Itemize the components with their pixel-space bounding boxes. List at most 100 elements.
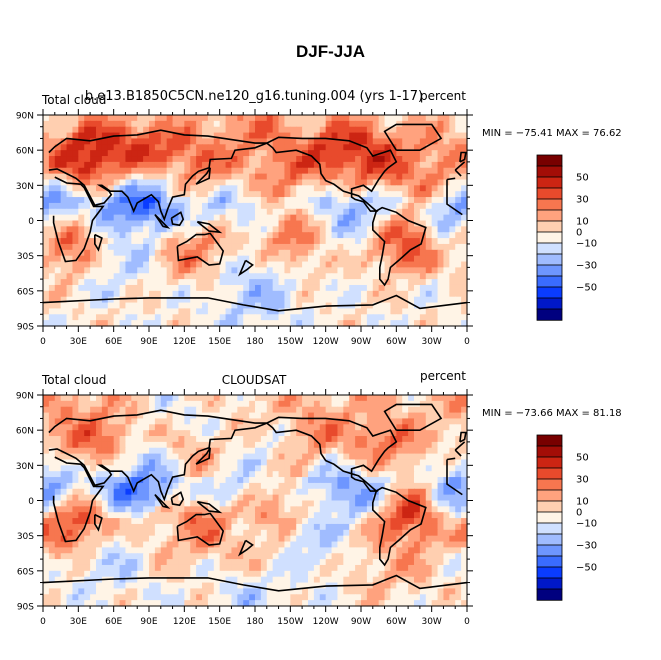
heatmap-cell xyxy=(243,518,250,525)
heatmap-cell xyxy=(143,132,150,140)
heatmap-cell xyxy=(319,120,327,128)
heatmap-cell xyxy=(325,120,333,128)
heatmap-cell xyxy=(384,261,392,268)
heatmap-cell xyxy=(149,529,156,537)
heatmap-cell xyxy=(437,477,445,484)
heatmap-cell xyxy=(419,482,427,490)
heatmap-cell xyxy=(313,167,321,175)
heatmap-cell xyxy=(414,506,421,513)
heatmap-cell xyxy=(143,529,150,537)
heatmap-cell xyxy=(331,564,339,572)
heatmap-cell xyxy=(113,465,121,472)
heatmap-cell xyxy=(213,314,221,321)
heatmap-cell xyxy=(378,453,386,461)
heatmap-cell xyxy=(390,255,397,263)
heatmap-cell xyxy=(96,506,103,513)
heatmap-cell xyxy=(184,138,191,145)
heatmap-cell xyxy=(419,273,427,280)
heatmap-cell xyxy=(225,197,233,204)
heatmap-cell xyxy=(219,477,227,484)
heatmap-cell xyxy=(378,202,386,210)
heatmap-cell xyxy=(384,220,392,227)
heatmap-cell xyxy=(319,161,327,169)
heatmap-cell xyxy=(243,559,250,566)
heatmap-cell xyxy=(119,320,127,327)
heatmap-cell xyxy=(284,518,291,525)
heatmap-cell xyxy=(172,138,180,145)
heatmap-cell xyxy=(137,208,144,216)
heatmap-cell xyxy=(219,453,227,461)
heatmap-cell xyxy=(337,430,344,437)
heatmap-cell xyxy=(378,232,386,239)
heatmap-cell xyxy=(196,541,203,548)
heatmap-cell xyxy=(154,441,162,449)
heatmap-cell xyxy=(225,132,233,140)
heatmap-cell xyxy=(196,173,203,181)
heatmap-cell xyxy=(54,535,62,543)
heatmap-cell xyxy=(225,249,233,257)
heatmap-cell xyxy=(260,238,268,245)
heatmap-cell xyxy=(378,220,386,227)
heatmap-cell xyxy=(184,395,191,402)
heatmap-cell xyxy=(355,284,362,292)
heatmap-cell xyxy=(313,279,321,286)
heatmap-cell xyxy=(101,243,109,251)
heatmap-cell xyxy=(255,132,262,140)
heatmap-cell xyxy=(243,173,250,181)
heatmap-cell xyxy=(178,506,185,513)
heatmap-cell xyxy=(149,156,156,163)
heatmap-cell xyxy=(349,208,356,216)
heatmap-cell xyxy=(260,412,268,420)
heatmap-cell xyxy=(278,144,286,151)
heatmap-cell xyxy=(125,261,132,268)
heatmap-cell xyxy=(113,453,121,461)
heatmap-cell xyxy=(154,284,162,292)
heatmap-cell xyxy=(113,488,121,496)
heatmap-cell xyxy=(308,267,315,274)
heatmap-cell xyxy=(390,273,397,280)
heatmap-cell xyxy=(143,302,150,310)
heatmap-cell xyxy=(419,494,427,502)
heatmap-cell xyxy=(60,418,68,425)
heatmap-cell xyxy=(361,220,368,227)
heatmap-cell xyxy=(431,314,439,321)
heatmap-cell xyxy=(461,191,468,198)
heatmap-cell xyxy=(414,453,421,461)
heatmap-cell xyxy=(266,488,274,496)
heatmap-cell xyxy=(408,202,415,210)
heatmap-cell xyxy=(260,232,268,239)
heatmap-cell xyxy=(96,267,103,274)
heatmap-cell xyxy=(449,156,456,163)
heatmap-cell xyxy=(60,220,68,227)
heatmap-cell xyxy=(249,226,256,233)
heatmap-cell xyxy=(125,314,132,321)
heatmap-cell xyxy=(237,208,244,216)
heatmap-cell xyxy=(408,173,415,181)
heatmap-cell xyxy=(319,518,327,525)
heatmap-cell xyxy=(60,161,68,169)
heatmap-cell xyxy=(60,179,68,186)
heatmap-cell xyxy=(308,570,315,578)
heatmap-cell xyxy=(249,191,256,198)
heatmap-cell xyxy=(449,482,456,490)
heatmap-cell xyxy=(296,167,303,175)
heatmap-cell xyxy=(143,500,150,507)
heatmap-cell xyxy=(378,512,386,519)
heatmap-cell xyxy=(219,400,227,408)
heatmap-cell xyxy=(43,302,50,310)
heatmap-cell xyxy=(172,232,180,239)
heatmap-cell xyxy=(213,267,221,274)
heatmap-cell xyxy=(166,424,174,431)
heatmap-cell xyxy=(78,144,85,151)
heatmap-cell xyxy=(313,314,321,321)
heatmap-cell xyxy=(290,132,297,140)
heatmap-cell xyxy=(343,395,350,402)
heatmap-cell xyxy=(137,296,144,304)
heatmap-cell xyxy=(337,249,344,257)
heatmap-cell xyxy=(160,226,168,233)
heatmap-cell xyxy=(113,173,121,181)
heatmap-cell xyxy=(266,249,274,257)
heatmap-cell xyxy=(308,320,315,327)
heatmap-cell xyxy=(219,185,227,192)
heatmap-cell xyxy=(384,232,392,239)
